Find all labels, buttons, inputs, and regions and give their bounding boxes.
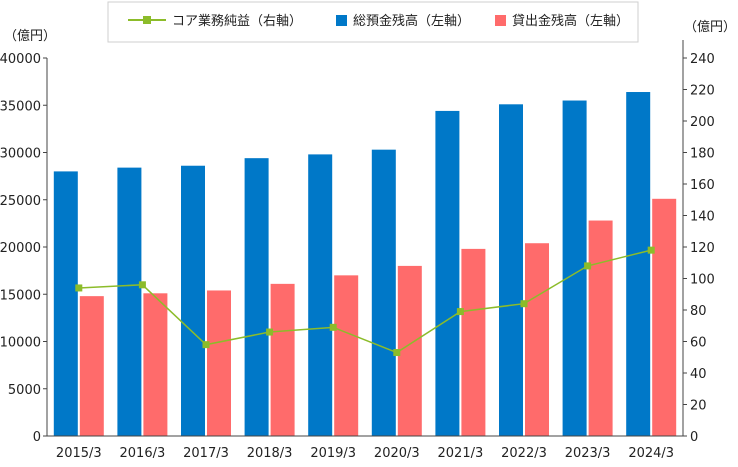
left-tick-label: 25000	[0, 194, 41, 209]
left-tick-label: 10000	[0, 336, 41, 351]
left-tick-label: 20000	[0, 241, 41, 256]
bar-loans-2017-3	[207, 290, 231, 436]
bar-loans-2023-3	[588, 220, 613, 436]
bar-loans-2022-3	[525, 243, 549, 436]
legend-box	[107, 1, 639, 43]
bar-deposits-2020-3	[371, 149, 396, 437]
right-tick-label: 120	[690, 241, 715, 256]
right-tick-label: 160	[690, 178, 715, 193]
core-profit-point-2015-3	[75, 284, 83, 292]
x-tick-label: 2024/3	[628, 446, 674, 461]
legend-label-core-profit: コア業務純益（右軸）	[172, 13, 302, 29]
x-tick-label: 2015/3	[56, 446, 102, 461]
legend-swatch-deposits	[336, 15, 347, 26]
left-axis: （億円） 0 5000 10000 15000 20000 25000 30000 35000 4…	[0, 28, 56, 445]
right-axis: （億円） 0 20 40 60 80 100 120 140 160 180 200 220 240	[682, 19, 736, 445]
right-tick-label: 60	[690, 336, 707, 351]
right-tick-label: 240	[690, 52, 715, 67]
left-tick-label: 35000	[0, 99, 41, 114]
core-profit-point-2019-3	[329, 323, 337, 331]
core-profit-point-2020-3	[393, 349, 401, 357]
bar-loans-2020-3	[397, 265, 422, 436]
core-profit-line	[78, 249, 652, 354]
bar-loans-2016-3	[143, 293, 168, 436]
legend-line-marker	[143, 16, 151, 24]
right-tick-label: 0	[690, 430, 698, 445]
left-tick-label: 5000	[8, 383, 41, 398]
left-tick-label: 0	[33, 430, 41, 445]
right-axis-unit: （億円）	[684, 19, 736, 35]
right-tick-label: 100	[690, 273, 715, 288]
bar-deposits-2017-3	[181, 165, 205, 437]
bar-loans-2021-3	[461, 248, 486, 436]
bars	[53, 92, 677, 437]
core-profit-point-2022-3	[520, 300, 528, 308]
right-tick-label: 140	[690, 210, 715, 225]
core-profit-point-2016-3	[138, 281, 146, 289]
x-tick-label: 2017/3	[183, 446, 229, 461]
left-axis-unit: （億円）	[4, 28, 56, 44]
bar-loans-2018-3	[270, 283, 295, 436]
x-axis: 2015/3 2016/3 2017/3 2018/3 2019/3 2020/3 2021…	[47, 435, 683, 461]
core-profit-point-2023-3	[584, 262, 592, 270]
x-tick-label: 2022/3	[501, 446, 547, 461]
core-profit-point-2024-3	[647, 246, 655, 254]
right-tick-label: 40	[690, 367, 707, 382]
core-profit-point-2018-3	[266, 328, 274, 336]
x-tick-label: 2016/3	[120, 446, 166, 461]
legend: コア業務純益（右軸） 総預金残高（左軸） 貸出金残高（左軸）	[107, 1, 639, 43]
bar-loans-2015-3	[79, 296, 104, 436]
bar-deposits-2024-3	[626, 92, 651, 437]
right-tick-label: 220	[690, 84, 715, 99]
bar-deposits-2021-3	[435, 110, 460, 437]
core-profit-point-2017-3	[202, 341, 210, 349]
bar-deposits-2019-3	[308, 154, 333, 436]
right-tick-label: 80	[690, 304, 707, 319]
right-tick-label: 180	[690, 147, 715, 162]
legend-label-deposits: 総預金残高（左軸）	[353, 13, 470, 29]
legend-label-loans: 貸出金残高（左軸）	[512, 13, 629, 29]
x-tick-label: 2021/3	[438, 446, 484, 461]
x-tick-label: 2020/3	[374, 446, 420, 461]
bar-deposits-2016-3	[117, 167, 142, 436]
x-tick-label: 2019/3	[310, 446, 356, 461]
bar-deposits-2022-3	[499, 104, 523, 437]
right-tick-label: 200	[690, 115, 715, 130]
left-tick-label: 30000	[0, 147, 41, 162]
line-series	[75, 246, 655, 357]
left-tick-label: 15000	[0, 288, 41, 303]
bar-loans-2019-3	[334, 275, 359, 436]
legend-swatch-loans	[495, 15, 506, 26]
x-tick-label: 2018/3	[247, 446, 293, 461]
bar-loans-2024-3	[652, 198, 677, 436]
bar-deposits-2015-3	[53, 171, 78, 436]
core-profit-point-2021-3	[456, 308, 464, 316]
x-tick-label: 2023/3	[565, 446, 611, 461]
bar-deposits-2018-3	[244, 158, 269, 437]
right-tick-label: 20	[690, 399, 707, 414]
left-tick-label: 40000	[0, 52, 41, 67]
